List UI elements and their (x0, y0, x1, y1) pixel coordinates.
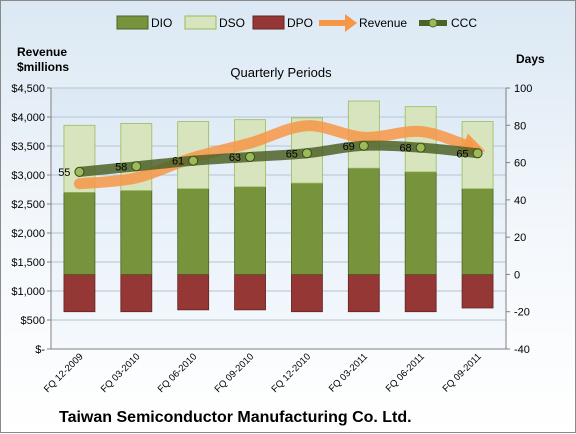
x-tick-label: FQ 06-2010 (156, 351, 200, 395)
legend-label-dpo: DPO (287, 16, 313, 30)
right-tick-label: 40 (514, 195, 526, 207)
point-ccc (188, 155, 199, 166)
legend-item-dpo: DPO (252, 15, 313, 30)
legend-swatch-dio (116, 15, 149, 30)
legend: DIO DSO DPO Revenue CCC (116, 14, 477, 32)
x-tick-label: FQ 09-2011 (441, 351, 484, 394)
bar-dio (291, 182, 323, 275)
data-label-ccc: 65 (456, 148, 468, 160)
bar-dio (63, 191, 96, 275)
bar-dpo (347, 274, 380, 313)
x-tick-label: FQ 03-2011 (327, 351, 370, 394)
bar-dpo (234, 274, 266, 311)
legend-arrowhead-revenue (345, 14, 357, 32)
legend-label-dio: DIO (151, 16, 172, 30)
bar-dio (177, 188, 210, 275)
point-ccc (358, 140, 369, 151)
right-tick-label: 100 (514, 83, 532, 95)
bar-dso (404, 106, 437, 173)
x-tick-label: FQ 12-2010 (269, 351, 313, 395)
point-ccc (74, 166, 85, 177)
legend-label-dso: DSO (219, 16, 245, 30)
axes (47, 87, 510, 350)
left-tick-label: $3,500 (11, 141, 45, 153)
data-label-ccc: 61 (172, 156, 184, 168)
right-tick-label: 60 (514, 158, 526, 170)
point-ccc (301, 148, 312, 159)
x-tick-label: FQ 03-2010 (99, 351, 143, 395)
legend-label-revenue: Revenue (359, 16, 407, 30)
left-tick-label: $1,000 (11, 286, 45, 298)
legend-swatch-dpo (252, 15, 285, 30)
bar-dio (120, 190, 153, 275)
bar-dpo (177, 274, 210, 311)
right-tick-label: 80 (514, 120, 526, 132)
point-ccc (245, 151, 256, 162)
right-tick-label: -40 (514, 344, 530, 356)
legend-marker-ccc (428, 18, 438, 28)
chart-title: Quarterly Periods (230, 65, 332, 80)
left-axis-title-line2: $millions (17, 60, 69, 74)
legend-item-dso: DSO (184, 15, 245, 30)
series-lines (73, 120, 486, 190)
data-label-ccc: 68 (399, 143, 411, 155)
bar-dio (461, 188, 494, 275)
point-ccc (472, 148, 483, 159)
bar-dio (234, 186, 266, 275)
left-tick-label: $2,000 (11, 228, 45, 240)
bar-dpo (63, 274, 96, 313)
right-tick-label: -20 (514, 307, 530, 319)
legend-item-ccc: CCC (419, 16, 477, 30)
x-tick-label: FQ 06-2011 (384, 351, 427, 394)
data-label-ccc: 55 (58, 167, 70, 179)
x-tick-label: FQ 12-2009 (42, 351, 86, 395)
x-tick-label: FQ 09-2010 (213, 351, 257, 395)
legend-item-dio: DIO (116, 15, 172, 30)
right-axis-title: Days (516, 52, 545, 66)
company-name: Taiwan Semiconductor Manufacturing Co. L… (59, 409, 412, 426)
left-tick-label: $- (35, 344, 45, 356)
bar-dpo (461, 274, 494, 309)
left-tick-label: $3,000 (11, 170, 45, 182)
legend-swatch-dso (184, 15, 217, 30)
bar-dpo (120, 274, 153, 313)
left-tick-label: $500 (21, 315, 45, 327)
point-ccc (131, 161, 142, 172)
bar-dio (347, 167, 380, 275)
left-tick-label: $4,000 (11, 112, 45, 124)
legend-item-revenue: Revenue (319, 14, 407, 32)
data-label-ccc: 65 (286, 148, 298, 160)
left-tick-label: $2,500 (11, 199, 45, 211)
left-axis-title-line1: Revenue (17, 45, 67, 59)
left-tick-label: $4,500 (11, 83, 45, 95)
right-tick-label: 0 (514, 269, 520, 281)
point-ccc (415, 142, 426, 153)
right-tick-label: 20 (514, 232, 526, 244)
data-label-ccc: 63 (229, 152, 241, 164)
data-label-ccc: 58 (115, 161, 127, 173)
bar-dio (404, 171, 437, 275)
line-revenue (73, 120, 474, 190)
left-tick-label: $1,500 (11, 257, 45, 269)
bar-dpo (291, 274, 323, 313)
bar-dpo (404, 274, 437, 313)
legend-label-ccc: CCC (451, 16, 477, 30)
data-label-ccc: 69 (343, 141, 355, 153)
